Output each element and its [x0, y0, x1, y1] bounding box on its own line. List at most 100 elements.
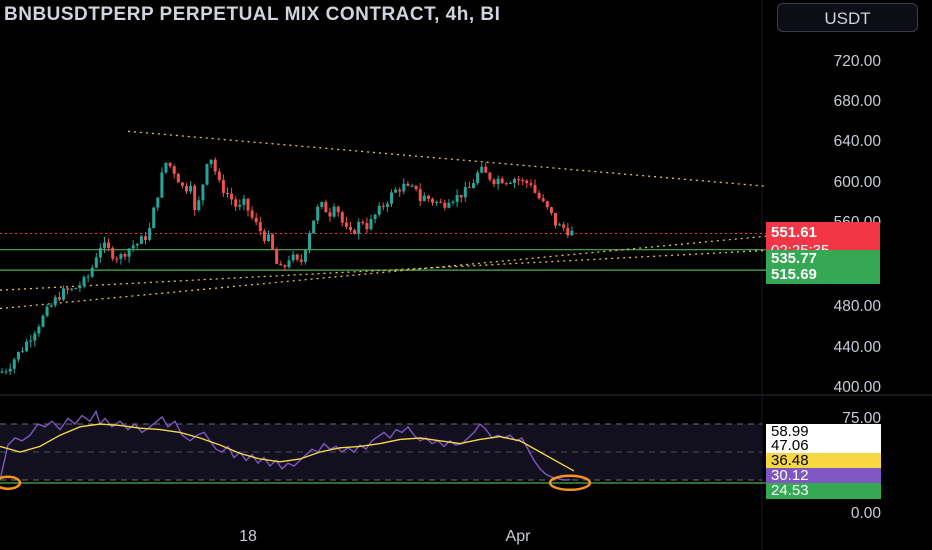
candle-body [41, 315, 45, 327]
candle-body [402, 183, 406, 192]
candle-body [33, 333, 37, 341]
candle-body [221, 180, 225, 193]
candle-body [336, 206, 340, 213]
candle-body [226, 192, 229, 194]
candle-body [353, 230, 357, 234]
candle-body [53, 297, 57, 306]
candle-body [414, 185, 418, 190]
candle-body [431, 198, 434, 203]
candle-body [295, 254, 299, 260]
candle-body [361, 221, 365, 224]
candle-body [533, 184, 537, 193]
candle-body [308, 233, 311, 251]
candle-body [230, 193, 234, 200]
candle-body [37, 326, 41, 334]
candle-body [0, 371, 4, 373]
candle-body [435, 201, 439, 203]
candle-body [21, 351, 24, 353]
candle-body [152, 207, 156, 229]
candle-body [443, 202, 447, 208]
candle-body [57, 297, 61, 300]
candle-body [439, 201, 443, 203]
candle-body [254, 217, 258, 223]
candle-body [537, 192, 541, 199]
candle-body [344, 222, 348, 227]
price-axis-label: 440.00 [833, 339, 881, 356]
candle-body [78, 285, 82, 289]
candle-body [554, 213, 557, 226]
candle-body [570, 230, 574, 236]
candle-body [250, 210, 254, 218]
candle-body [349, 226, 352, 231]
candle-body [262, 231, 266, 241]
candle-body [189, 185, 193, 192]
candle-body [185, 185, 188, 192]
level-tag-1: 535.77 [766, 250, 880, 268]
currency-button[interactable]: USDT [777, 3, 918, 32]
candle-body [418, 189, 422, 201]
candle-body [111, 248, 115, 259]
candle-body [549, 207, 553, 214]
candle-body [16, 351, 20, 360]
candle-body [426, 195, 430, 199]
candle-body [168, 162, 172, 167]
candle-body [562, 224, 566, 228]
oversold-highlight-circle [548, 474, 592, 492]
candle-body [90, 267, 94, 277]
oversold-highlight-circle [0, 475, 22, 491]
candle-body [213, 159, 217, 172]
candlesticks [0, 157, 574, 376]
candle-body [201, 184, 205, 201]
candle-body [238, 204, 242, 207]
time-axis-label: Apr [505, 528, 531, 545]
candle-body [324, 202, 328, 213]
candle-body [398, 189, 402, 192]
candle-body [148, 228, 152, 240]
candle-body [242, 198, 246, 205]
candle-body [209, 159, 213, 165]
candle-body [303, 250, 307, 262]
candle-body [115, 258, 119, 260]
candle-body [246, 198, 250, 211]
candle-body [410, 185, 414, 187]
candle-body [144, 236, 147, 240]
candle-body [340, 212, 344, 223]
rsi-pane [0, 409, 766, 492]
rsi-value-tag-1: 58.99 [766, 424, 881, 440]
candle-body [508, 183, 512, 185]
candle-body [234, 199, 238, 207]
candle-body [385, 203, 389, 207]
candle-body [258, 222, 262, 232]
candle-body [369, 218, 373, 230]
last-price-tag: 551.61 [766, 222, 880, 243]
candle-body [447, 202, 451, 208]
candle-body [529, 183, 533, 185]
candle-body [291, 254, 295, 261]
candle-body [320, 202, 324, 207]
support-trendline [0, 235, 767, 310]
candle-body [74, 288, 78, 290]
candle-body [205, 164, 209, 185]
candle-body [62, 288, 65, 300]
candle-body [8, 368, 12, 372]
candle-body [66, 288, 70, 290]
price-axis-label: 480.00 [833, 298, 881, 315]
candle-body [172, 166, 176, 174]
candle-body [316, 206, 320, 221]
candle-body [193, 185, 197, 211]
candle-body [390, 192, 393, 204]
candle-body [566, 227, 570, 236]
support-trendline [0, 249, 767, 291]
candle-body [135, 243, 139, 246]
candle-body [107, 242, 111, 249]
candle-body [455, 195, 459, 202]
candle-body [357, 221, 361, 234]
price-axis-label: 400.00 [833, 379, 881, 396]
chart-title: BNBUSDTPERP PERPETUAL MIX CONTRACT, 4h, … [4, 4, 501, 25]
candle-body [459, 195, 463, 198]
candle-body [467, 187, 471, 189]
candle-body [545, 201, 549, 208]
candle-body [406, 183, 410, 186]
candle-body [488, 172, 492, 180]
